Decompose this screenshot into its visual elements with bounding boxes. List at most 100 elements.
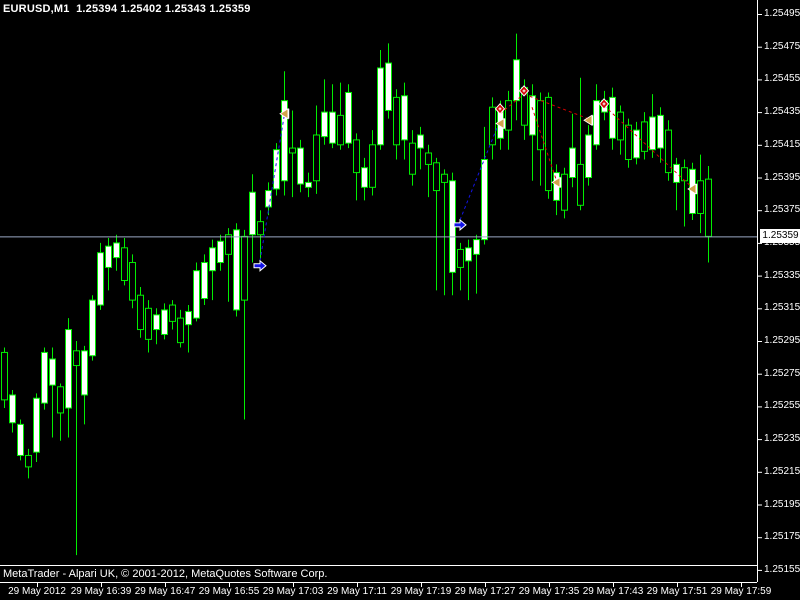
time-axis-label: 29 May 2012 <box>8 586 66 597</box>
candle <box>305 172 312 198</box>
candle <box>441 169 448 296</box>
tan-arrow-left-marker-icon <box>495 117 506 130</box>
time-axis-label: 29 May 17:51 <box>646 586 708 597</box>
candle <box>665 120 672 181</box>
candle <box>489 97 496 160</box>
candle <box>449 172 456 296</box>
time-axis-label: 29 May 17:43 <box>582 586 644 597</box>
candle <box>561 167 568 219</box>
candle <box>593 84 600 150</box>
red-flower-marker-icon <box>518 85 530 97</box>
candle <box>241 229 248 420</box>
price-axis-label: 1.25155 <box>764 563 800 575</box>
candle <box>113 234 120 271</box>
blue-signal-line <box>459 120 501 221</box>
price-axis-label: 1.25295 <box>764 335 800 346</box>
time-axis-label: 29 May 17:11 <box>327 586 387 597</box>
red-flower-marker-icon <box>494 103 506 115</box>
price-axis-label: 1.25435 <box>764 106 800 118</box>
blue-arrow-right-marker-icon <box>453 218 467 231</box>
candle <box>97 242 104 310</box>
candle <box>409 130 416 186</box>
candle <box>249 174 256 263</box>
candle <box>673 157 680 211</box>
candle <box>569 113 576 188</box>
candle <box>9 390 16 433</box>
candle <box>105 237 112 291</box>
candle <box>369 130 376 196</box>
candle <box>281 71 288 196</box>
candle <box>329 84 336 149</box>
candle <box>313 105 320 194</box>
candle <box>553 164 560 216</box>
candle <box>393 89 400 160</box>
candle <box>49 347 56 438</box>
candle <box>545 92 552 199</box>
current-price-badge: 1.25359 <box>760 229 800 243</box>
time-axis-label: 29 May 16:55 <box>198 586 260 597</box>
candle <box>129 254 136 309</box>
price-axis-label: 1.25455 <box>764 73 800 85</box>
candle <box>353 133 360 201</box>
candle <box>209 239 216 301</box>
candle <box>385 43 392 119</box>
candle <box>1 347 8 409</box>
candle <box>193 262 200 322</box>
candle <box>361 157 368 201</box>
candle <box>65 318 72 438</box>
price-axis-label: 1.25495 <box>764 8 800 19</box>
candle <box>177 309 184 348</box>
candle <box>417 126 424 170</box>
price-axis-label: 1.25315 <box>764 302 800 314</box>
red-flower-marker-icon <box>598 98 610 110</box>
time-axis-label: 29 May 17:27 <box>454 586 516 597</box>
price-axis-label: 1.25175 <box>764 531 800 543</box>
red-signal-line <box>531 107 557 180</box>
price-axis-label: 1.25255 <box>764 400 800 412</box>
red-signal-line <box>603 105 693 188</box>
candle <box>17 419 24 461</box>
candle <box>585 125 592 186</box>
candle <box>609 87 616 150</box>
price-axis-label: 1.25235 <box>764 433 800 445</box>
candle <box>625 118 632 168</box>
candle <box>265 182 272 216</box>
price-axis-label: 1.25475 <box>764 40 800 52</box>
blue-arrow-right-marker-icon <box>253 259 267 272</box>
candle <box>337 82 344 150</box>
time-axis-label: 29 May 16:47 <box>134 586 196 597</box>
candle <box>321 79 328 145</box>
time-axis-label: 29 May 17:19 <box>390 586 452 597</box>
candle <box>25 448 32 479</box>
candle <box>57 383 64 441</box>
candle <box>425 144 432 198</box>
candle <box>433 157 440 291</box>
candle <box>697 154 704 234</box>
candle <box>273 143 280 196</box>
time-axis-label: 29 May 17:35 <box>518 586 580 597</box>
candle <box>153 308 160 345</box>
candle <box>401 82 408 160</box>
candle <box>169 300 176 330</box>
price-axis-label: 1.25335 <box>764 269 800 281</box>
candle <box>185 305 192 353</box>
candle <box>73 341 80 556</box>
candle <box>649 94 656 158</box>
price-axis-label: 1.25215 <box>764 465 800 477</box>
chart-title: EURUSD,M1 1.25394 1.25402 1.25343 1.2535… <box>3 3 251 15</box>
candle <box>457 242 464 291</box>
candle <box>41 347 48 410</box>
candle <box>137 287 144 338</box>
candle <box>641 112 648 160</box>
tan-arrow-left-marker-icon <box>583 114 594 126</box>
price-axis-label: 1.25195 <box>764 498 800 510</box>
candle <box>577 77 584 211</box>
red-signal-line <box>499 93 525 115</box>
price-axis-label: 1.25395 <box>764 171 800 183</box>
candle <box>289 110 296 198</box>
time-axis-label: 29 May 17:03 <box>262 586 324 597</box>
blue-signal-line <box>259 116 285 261</box>
candle <box>145 300 152 353</box>
candle <box>513 33 520 121</box>
